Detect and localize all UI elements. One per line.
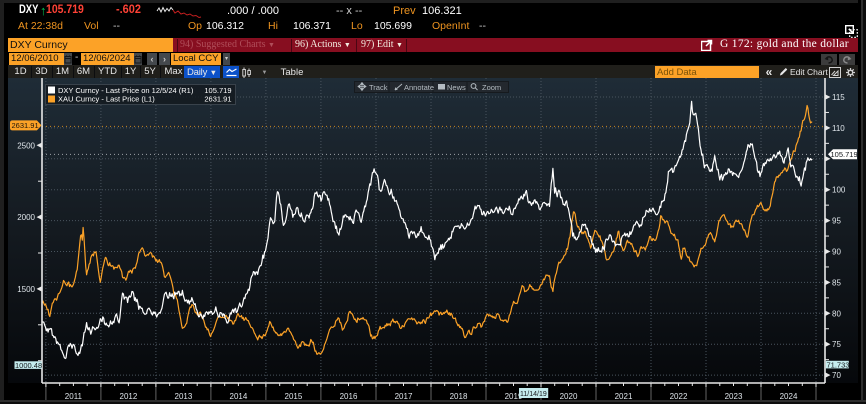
svg-text:70: 70	[832, 371, 841, 380]
svg-text:News: News	[447, 83, 466, 92]
svg-text:1000.48: 1000.48	[15, 361, 42, 370]
svg-text:115: 115	[832, 93, 845, 102]
svg-text:110: 110	[832, 124, 845, 133]
svg-text:95: 95	[832, 217, 841, 226]
svg-text:2631.91: 2631.91	[12, 121, 39, 130]
svg-text:105.719: 105.719	[204, 86, 231, 95]
svg-text:2015: 2015	[285, 392, 303, 401]
svg-text:2016: 2016	[340, 392, 358, 401]
svg-text:2011: 2011	[65, 392, 83, 401]
svg-text:2017: 2017	[395, 392, 413, 401]
svg-text:2631.91: 2631.91	[204, 95, 231, 104]
svg-text:2021: 2021	[615, 392, 633, 401]
svg-text:2019: 2019	[505, 392, 523, 401]
svg-text:2012: 2012	[120, 392, 138, 401]
svg-text:Zoom: Zoom	[482, 83, 501, 92]
svg-text:105.719: 105.719	[831, 150, 858, 159]
svg-text:XAU Curncy - Last Price (L1): XAU Curncy - Last Price (L1)	[58, 95, 155, 104]
svg-text:100: 100	[832, 186, 846, 195]
svg-text:71.733: 71.733	[827, 361, 850, 370]
svg-text:1500: 1500	[17, 285, 35, 294]
svg-text:75: 75	[832, 340, 841, 349]
svg-text:2014: 2014	[230, 392, 248, 401]
svg-text:11/14/19: 11/14/19	[520, 391, 547, 398]
svg-text:85: 85	[832, 278, 841, 287]
svg-text:2013: 2013	[175, 392, 193, 401]
svg-text:2020: 2020	[560, 392, 578, 401]
svg-text:2018: 2018	[450, 392, 468, 401]
svg-text:2023: 2023	[725, 392, 743, 401]
svg-text:2022: 2022	[670, 392, 688, 401]
svg-text:DXY Curncy - Last Price on 12/: DXY Curncy - Last Price on 12/5/24 (R1)	[58, 86, 194, 95]
svg-text:2024: 2024	[780, 392, 798, 401]
svg-text:2500: 2500	[17, 141, 35, 150]
svg-text:2000: 2000	[17, 213, 35, 222]
svg-text:Annotate: Annotate	[404, 83, 434, 92]
svg-text:80: 80	[832, 309, 841, 318]
svg-text:90: 90	[832, 248, 841, 257]
svg-text:Track: Track	[369, 83, 388, 92]
